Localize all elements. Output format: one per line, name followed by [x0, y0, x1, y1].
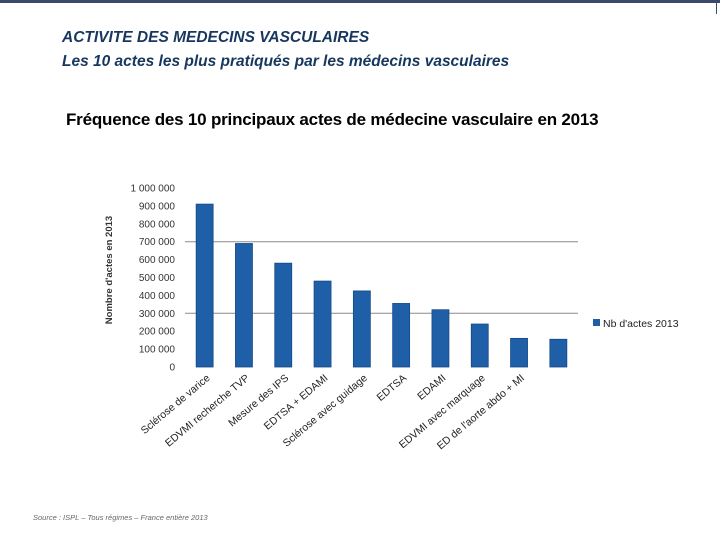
page-title: ACTIVITE DES MEDECINS VASCULAIRES: [62, 29, 370, 46]
y-tick-label: 900 000: [139, 201, 176, 212]
x-tick-label: EDAMI: [415, 372, 448, 403]
legend-swatch: [593, 319, 600, 326]
y-axis-label: Nombre d'actes en 2013: [104, 216, 115, 324]
legend: Nb d'actes 2013: [593, 318, 679, 330]
y-tick-label: 0: [169, 363, 175, 374]
bar-1: [195, 203, 214, 368]
bar-10: [549, 338, 568, 368]
y-tick-label: 200 000: [139, 327, 176, 338]
y-tick-label: 400 000: [139, 291, 176, 302]
side-rule: [716, 0, 717, 14]
bar-6: [392, 303, 411, 368]
y-tick-label: 100 000: [139, 345, 176, 356]
x-tick-label: EDTSA: [375, 372, 410, 404]
bar-9: [510, 337, 528, 368]
bar-3: [274, 262, 293, 368]
y-tick-label: 600 000: [139, 255, 176, 266]
source-note: Source : ISPL – Tous régimes – France en…: [33, 513, 208, 522]
y-tick-label: 700 000: [139, 237, 176, 248]
y-tick-label: 800 000: [139, 219, 176, 230]
bars: [195, 203, 568, 368]
page-subtitle: Les 10 actes les plus pratiqués par les …: [62, 53, 510, 70]
chart-title: Fréquence des 10 principaux actes de méd…: [66, 110, 599, 129]
bar-8: [470, 323, 489, 368]
x-tick-label: Sclérose de varice: [139, 372, 213, 437]
y-tick-label: 500 000: [139, 273, 176, 284]
legend-label: Nb d'actes 2013: [603, 318, 679, 330]
bar-4: [313, 280, 332, 368]
bar-7: [431, 309, 450, 368]
top-rule: [0, 0, 720, 3]
y-tick-label: 1 000 000: [131, 184, 176, 195]
y-tick-label: 300 000: [139, 309, 176, 320]
y-axis-ticks: 0 100 000 200 000 300 000 400 000 500 000 600 …: [131, 184, 176, 374]
bar-2: [235, 243, 253, 368]
bar-5: [352, 290, 371, 368]
